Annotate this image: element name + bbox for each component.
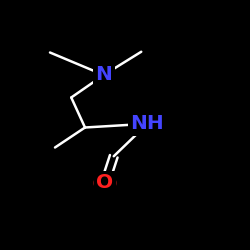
Text: O: O (96, 174, 114, 193)
Text: N: N (95, 66, 112, 84)
Text: NH: NH (130, 114, 164, 133)
